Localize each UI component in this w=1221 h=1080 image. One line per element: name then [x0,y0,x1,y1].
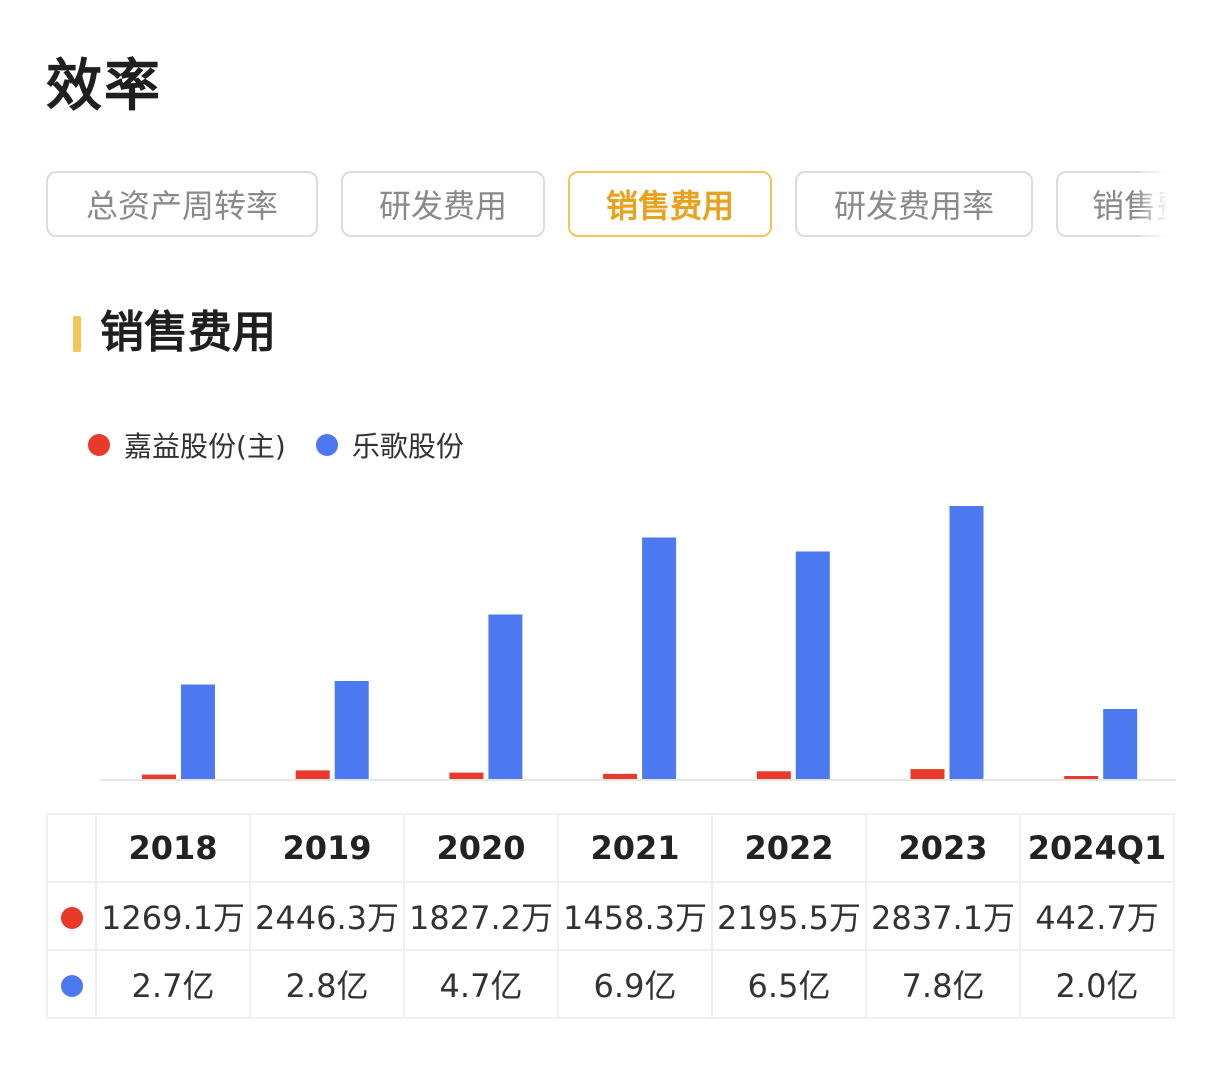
tab-rd-expense-ratio[interactable]: 研发费用率 [795,171,1033,237]
bar-series2-2021[interactable] [642,537,677,780]
legend-item-series1[interactable]: 嘉益股份(主) [88,425,286,465]
series2-dot-icon [60,975,83,997]
section-title: 销售费用 [100,307,276,358]
table-cell: 1827.2万 [403,881,559,951]
legend-dot-series1 [88,434,110,456]
bar-series2-2020[interactable] [488,614,523,780]
table-cell: 2195.5万 [711,881,867,951]
bar-series2-2024Q1[interactable] [1103,709,1138,779]
bar-series1-2024Q1[interactable] [1064,776,1099,779]
bar-series2-2018[interactable] [181,684,215,780]
table-header-cell: 2023 [865,813,1021,883]
tab-sales-expense[interactable]: 销售费用 [568,171,772,237]
table-cell: 1458.3万 [557,881,713,951]
data-table: 2018 2019 2020 2021 2022 2023 2024Q1 126… [46,813,1175,1019]
table-header-cell: 2021 [557,813,713,883]
table-cell: 2.0亿 [1019,949,1175,1019]
table-header-cell: 2024Q1 [1019,813,1175,883]
bar-series1-2022[interactable] [756,771,791,779]
table-header-cell: 2020 [403,813,559,883]
chart-legend: 嘉益股份(主) 乐歌股份 [88,425,494,465]
table-cell: 7.8亿 [865,949,1021,1019]
bar-series1-2018[interactable] [142,774,176,779]
table-corner-cell [46,813,97,883]
bar-chart [100,506,1176,781]
table-header-cell: 2018 [95,813,251,883]
table-cell: 6.9亿 [557,949,713,1019]
table-row: 2.7亿 2.8亿 4.7亿 6.9亿 6.5亿 7.8亿 2.0亿 [46,949,1175,1019]
bar-series1-2020[interactable] [449,772,484,779]
bar-series2-2022[interactable] [795,551,830,780]
section-accent-bar [73,316,81,352]
table-header-cell: 2019 [249,813,405,883]
tab-asset-turnover[interactable]: 总资产周转率 [46,171,318,237]
table-cell: 4.7亿 [403,949,559,1019]
page-title: 效率 [46,54,162,119]
table-cell: 2446.3万 [249,881,405,951]
table-cell: 2.7亿 [95,949,251,1019]
legend-dot-series2 [315,434,338,456]
legend-label-series2: 乐歌股份 [351,430,464,463]
tab-overflow-fade [1136,171,1176,241]
legend-item-series2[interactable]: 乐歌股份 [315,425,464,465]
row-marker-series2 [46,949,97,1019]
table-cell: 442.7万 [1019,881,1175,951]
tab-bar: 总资产周转率 研发费用 销售费用 研发费用率 销售费 [46,171,1176,241]
table-header-cell: 2022 [711,813,867,883]
row-marker-series1 [46,881,97,951]
series1-dot-icon [60,907,83,929]
table-header-row: 2018 2019 2020 2021 2022 2023 2024Q1 [46,813,1175,883]
table-cell: 1269.1万 [95,881,251,951]
bar-series1-2019[interactable] [295,770,330,779]
bar-series1-2023[interactable] [910,769,945,779]
table-cell: 2.8亿 [249,949,405,1019]
table-cell: 2837.1万 [865,881,1021,951]
bar-series2-2019[interactable] [334,681,369,779]
bar-series2-2023[interactable] [949,506,984,779]
legend-label-series1: 嘉益股份(主) [124,430,286,463]
bar-series1-2021[interactable] [603,773,638,779]
tab-rd-expense[interactable]: 研发费用 [341,171,545,237]
table-row: 1269.1万 2446.3万 1827.2万 1458.3万 2195.5万 … [46,881,1175,951]
table-cell: 6.5亿 [711,949,867,1019]
